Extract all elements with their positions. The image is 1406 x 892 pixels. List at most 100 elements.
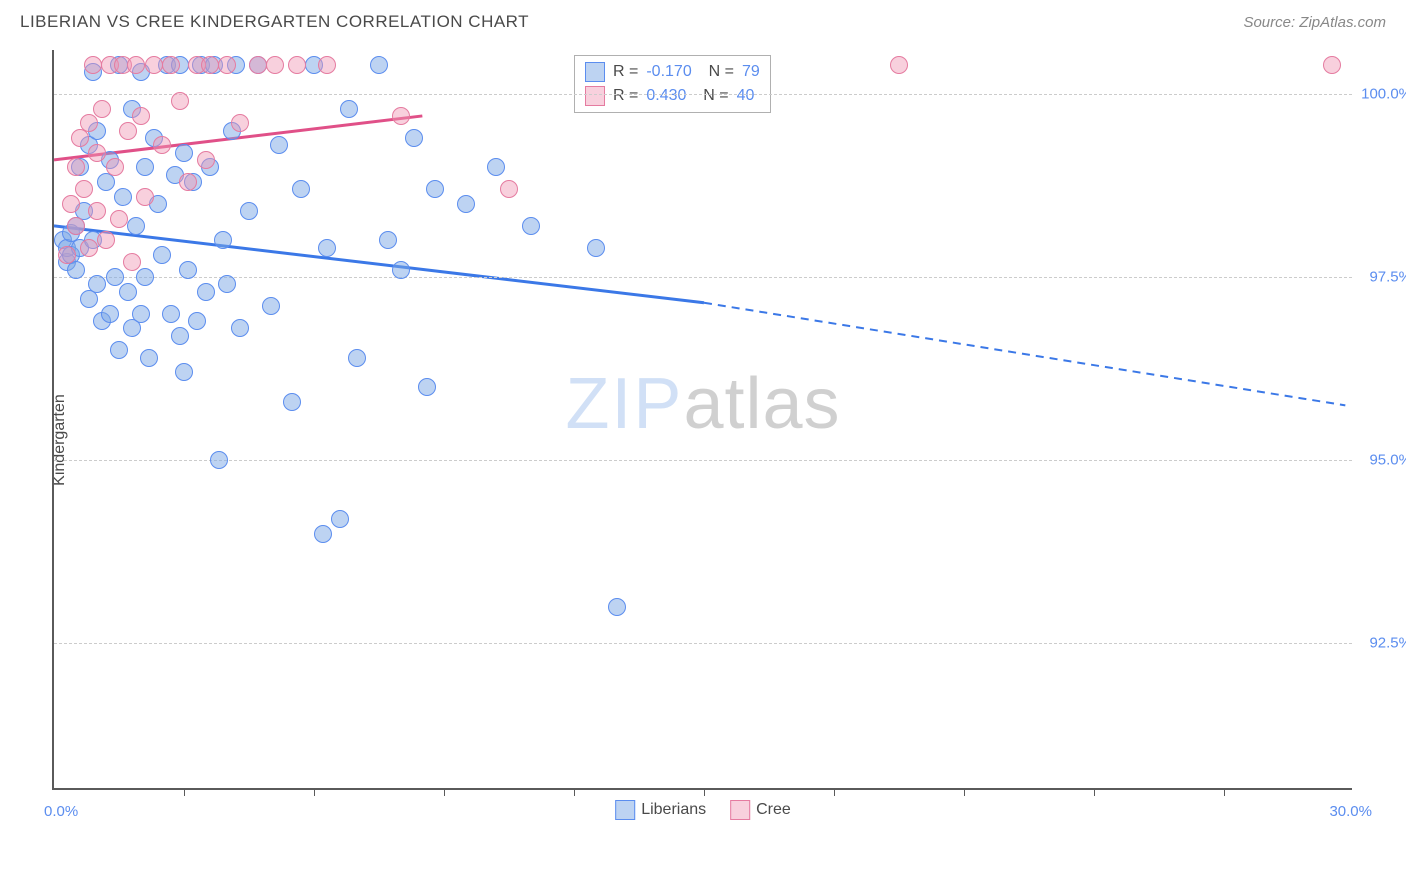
scatter-point-cree — [392, 107, 410, 125]
watermark: ZIPatlas — [565, 363, 840, 445]
scatter-point-liberians — [457, 195, 475, 213]
legend-label-cree: Cree — [756, 801, 791, 819]
gridline — [54, 94, 1352, 95]
scatter-point-cree — [249, 56, 267, 74]
scatter-point-liberians — [214, 231, 232, 249]
scatter-point-liberians — [110, 341, 128, 359]
y-tick-label: 95.0% — [1369, 452, 1406, 469]
n-value-liberians: 79 — [742, 63, 760, 81]
scatter-point-liberians — [114, 188, 132, 206]
x-tick — [444, 788, 445, 796]
scatter-point-cree — [162, 56, 180, 74]
scatter-point-liberians — [106, 268, 124, 286]
scatter-point-cree — [88, 202, 106, 220]
scatter-point-liberians — [370, 56, 388, 74]
swatch-pink-icon — [730, 800, 750, 820]
scatter-point-cree — [123, 253, 141, 271]
scatter-point-cree — [119, 122, 137, 140]
x-tick — [704, 788, 705, 796]
scatter-point-cree — [1323, 56, 1341, 74]
scatter-point-liberians — [171, 327, 189, 345]
scatter-point-cree — [88, 144, 106, 162]
scatter-point-cree — [153, 136, 171, 154]
gridline — [54, 277, 1352, 278]
scatter-point-cree — [67, 158, 85, 176]
scatter-point-cree — [132, 107, 150, 125]
swatch-pink-icon — [585, 86, 605, 106]
scatter-point-cree — [84, 56, 102, 74]
scatter-point-cree — [171, 92, 189, 110]
scatter-point-cree — [179, 173, 197, 191]
scatter-point-liberians — [175, 144, 193, 162]
scatter-point-liberians — [318, 239, 336, 257]
chart-container: Kindergarten ZIPatlas R = -0.170 N = 79 … — [52, 50, 1392, 830]
y-tick-label: 92.5% — [1369, 635, 1406, 652]
r-label: R = — [613, 63, 638, 81]
scatter-point-cree — [97, 231, 115, 249]
scatter-point-cree — [62, 195, 80, 213]
scatter-point-liberians — [188, 312, 206, 330]
scatter-point-liberians — [392, 261, 410, 279]
x-tick — [1224, 788, 1225, 796]
legend-item-liberians: Liberians — [615, 800, 706, 820]
scatter-point-cree — [110, 210, 128, 228]
scatter-point-liberians — [340, 100, 358, 118]
scatter-point-cree — [266, 56, 284, 74]
scatter-point-liberians — [608, 598, 626, 616]
scatter-point-liberians — [88, 275, 106, 293]
scatter-point-cree — [318, 56, 336, 74]
scatter-point-liberians — [587, 239, 605, 257]
trend-lines — [54, 50, 1354, 790]
stats-row-cree: R = 0.430 N = 40 — [585, 84, 760, 108]
r-label: R = — [613, 87, 638, 105]
scatter-point-liberians — [210, 451, 228, 469]
scatter-point-cree — [67, 217, 85, 235]
scatter-point-cree — [106, 158, 124, 176]
scatter-point-liberians — [426, 180, 444, 198]
scatter-point-liberians — [240, 202, 258, 220]
x-max-label: 30.0% — [1329, 803, 1372, 820]
x-tick — [1094, 788, 1095, 796]
scatter-point-liberians — [231, 319, 249, 337]
scatter-point-liberians — [522, 217, 540, 235]
x-tick — [314, 788, 315, 796]
x-tick — [574, 788, 575, 796]
y-tick-label: 97.5% — [1369, 269, 1406, 286]
scatter-point-liberians — [119, 283, 137, 301]
scatter-point-liberians — [153, 246, 171, 264]
scatter-point-cree — [58, 246, 76, 264]
n-value-cree: 40 — [737, 87, 755, 105]
scatter-point-liberians — [283, 393, 301, 411]
scatter-point-liberians — [162, 305, 180, 323]
scatter-point-liberians — [179, 261, 197, 279]
scatter-point-liberians — [127, 217, 145, 235]
scatter-point-cree — [75, 180, 93, 198]
stats-box: R = -0.170 N = 79 R = 0.430 N = 40 — [574, 55, 771, 113]
x-tick — [834, 788, 835, 796]
n-label: N = — [700, 63, 734, 81]
scatter-point-liberians — [331, 510, 349, 528]
scatter-point-liberians — [405, 129, 423, 147]
gridline — [54, 460, 1352, 461]
scatter-point-liberians — [270, 136, 288, 154]
x-tick — [964, 788, 965, 796]
scatter-point-liberians — [262, 297, 280, 315]
scatter-point-cree — [136, 188, 154, 206]
scatter-point-liberians — [140, 349, 158, 367]
scatter-point-cree — [218, 56, 236, 74]
scatter-point-cree — [145, 56, 163, 74]
scatter-point-liberians — [136, 268, 154, 286]
y-tick-label: 100.0% — [1361, 85, 1406, 102]
legend: Liberians Cree — [615, 800, 791, 820]
scatter-point-liberians — [175, 363, 193, 381]
scatter-point-liberians — [218, 275, 236, 293]
scatter-point-cree — [80, 239, 98, 257]
swatch-blue-icon — [615, 800, 635, 820]
r-value-liberians: -0.170 — [646, 63, 691, 81]
scatter-point-cree — [93, 100, 111, 118]
source-label: Source: ZipAtlas.com — [1243, 14, 1386, 31]
scatter-point-liberians — [136, 158, 154, 176]
watermark-zip: ZIP — [565, 364, 683, 444]
scatter-point-liberians — [132, 305, 150, 323]
x-tick — [184, 788, 185, 796]
